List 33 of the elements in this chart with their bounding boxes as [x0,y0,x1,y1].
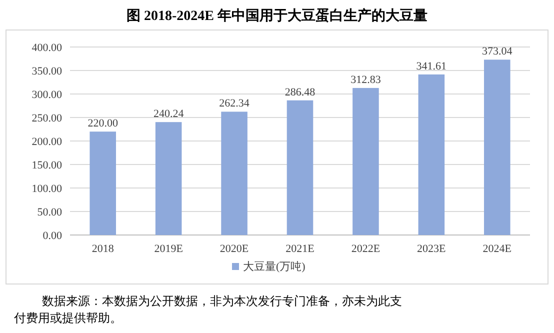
x-tick-label: 2024E [482,243,512,255]
bar [352,88,379,235]
data-label: 341.61 [416,60,447,72]
bar [484,60,510,235]
y-tick-label: 150.00 [32,159,62,172]
x-tick-label: 2022E [351,243,380,255]
bar [418,74,445,235]
data-label: 373.04 [482,46,513,58]
bar [90,132,116,235]
x-tick-label: 2021E [286,243,315,255]
y-tick-label: 400.00 [32,42,62,54]
y-tick-label: 200.00 [32,136,62,148]
y-tick-label: 300.00 [32,88,62,101]
data-label: 220.00 [88,118,118,130]
legend-label: 大豆量(万吨) [243,260,306,273]
chart-title: 图 2018-2024E 年中国用于大豆蛋白生产的大豆量 [126,7,428,24]
y-tick-label: 100.00 [32,182,62,195]
source-note: 数据来源：本数据为公开数据，非为本次发行专门准备，亦未为此支付费用或提供帮助。 [13,294,402,325]
y-tick-label: 50.00 [37,206,62,218]
y-tick-label: 0.00 [42,230,62,242]
data-label: 262.34 [219,98,250,110]
y-tick-label: 250.00 [32,112,62,124]
x-tick-label: 2019E [154,243,184,255]
data-label: 240.24 [153,108,184,120]
data-label: 286.48 [284,86,316,98]
x-tick-label: 2023E [417,243,446,255]
x-tick-label: 2020E [220,243,249,255]
bar [155,122,182,235]
y-tick-label: 350.00 [32,65,62,78]
bar [221,112,248,235]
data-label: 312.83 [350,74,382,86]
x-tick-label: 2018 [92,243,114,255]
bar [286,100,314,235]
